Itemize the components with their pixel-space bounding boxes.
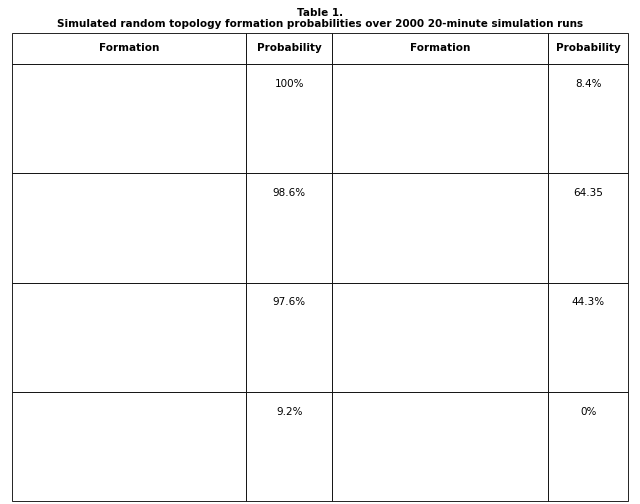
Bar	[332, 33, 548, 64]
Text: 100%: 100%	[275, 79, 304, 89]
Text: Formation: Formation	[410, 43, 470, 53]
Bar	[12, 64, 246, 173]
Bar	[548, 64, 628, 173]
Bar	[332, 283, 548, 392]
Bar	[246, 33, 332, 64]
Bar	[12, 392, 246, 501]
Bar	[12, 173, 246, 283]
Bar	[246, 392, 332, 501]
Bar	[548, 33, 628, 64]
Text: 98.6%: 98.6%	[273, 188, 306, 198]
Bar	[548, 392, 628, 501]
Bar	[12, 283, 246, 392]
Bar	[548, 283, 628, 392]
Bar	[332, 64, 548, 173]
Text: 97.6%: 97.6%	[273, 297, 306, 307]
Bar	[332, 392, 548, 501]
Text: 64.35: 64.35	[573, 188, 604, 198]
Text: Simulated random topology formation probabilities over 2000 20-minute simulation: Simulated random topology formation prob…	[57, 19, 583, 29]
Bar	[246, 173, 332, 283]
Text: 44.3%: 44.3%	[572, 297, 605, 307]
Bar	[246, 64, 332, 173]
Text: Probability: Probability	[556, 43, 621, 53]
Text: 9.2%: 9.2%	[276, 407, 303, 417]
Bar	[12, 33, 246, 64]
Text: Formation: Formation	[99, 43, 159, 53]
Bar	[246, 283, 332, 392]
Text: Table 1.: Table 1.	[297, 8, 343, 18]
Text: Probability: Probability	[257, 43, 321, 53]
Text: 0%: 0%	[580, 407, 596, 417]
Bar	[548, 173, 628, 283]
Text: 8.4%: 8.4%	[575, 79, 602, 89]
Bar	[332, 173, 548, 283]
